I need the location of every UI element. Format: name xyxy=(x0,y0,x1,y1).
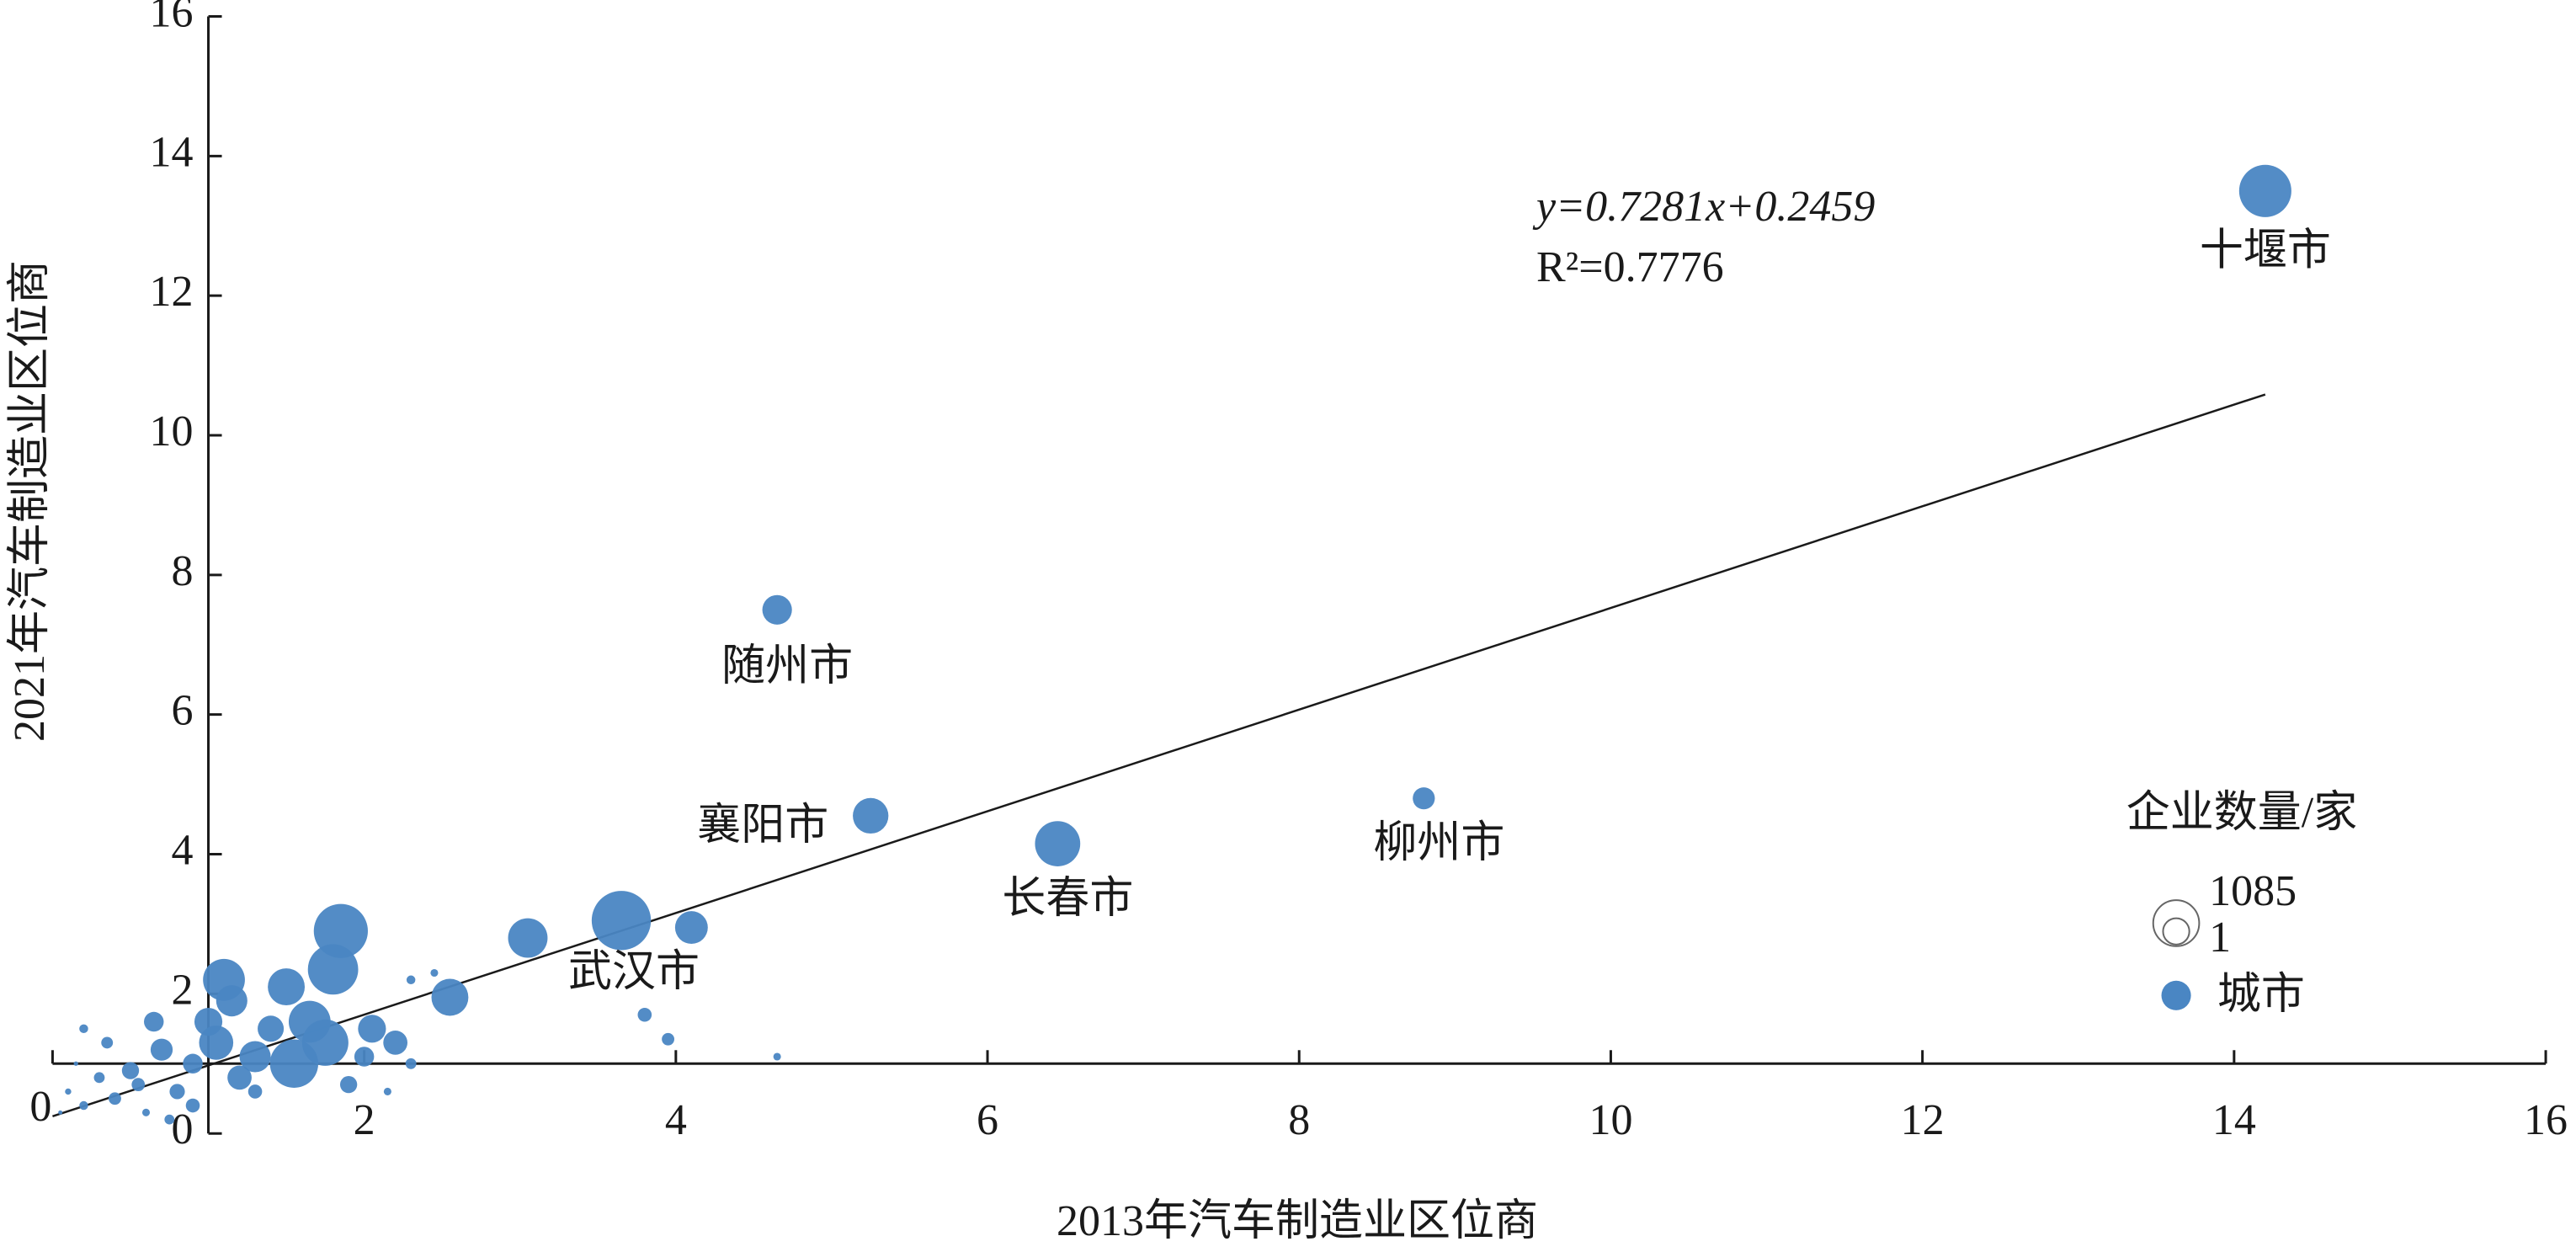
x-tick-label: 6 xyxy=(977,1096,998,1144)
point-label: 柳州市 xyxy=(1373,819,1504,867)
bubble xyxy=(773,1052,781,1061)
bubble xyxy=(591,891,652,951)
point-label: 长春市 xyxy=(1002,875,1133,923)
bubble xyxy=(93,1072,105,1084)
bubble xyxy=(101,1036,114,1049)
bubble xyxy=(164,1114,175,1125)
bubble xyxy=(762,594,792,625)
bubble xyxy=(58,1110,63,1115)
bubble xyxy=(2238,164,2291,217)
bubble xyxy=(268,968,306,1006)
bubble xyxy=(216,985,247,1017)
x-tick-label: 4 xyxy=(665,1096,687,1144)
bubble xyxy=(199,1026,234,1060)
bubble xyxy=(141,1108,151,1116)
bubble xyxy=(313,903,368,958)
point-label: 随州市 xyxy=(721,642,853,690)
x-tick-label: 8 xyxy=(1288,1096,1310,1144)
bubble xyxy=(383,1087,391,1095)
y-axis-title: 2021年汽车制造业区位商 xyxy=(6,260,54,742)
bubble xyxy=(247,1084,263,1099)
size-legend-label: 1 xyxy=(2209,914,2231,962)
x-axis-title: 2013年汽车制造业区位商 xyxy=(1056,1197,1538,1245)
r-squared: R²=0.7776 xyxy=(1536,243,1724,291)
size-legend-circle xyxy=(2152,899,2201,947)
bubble xyxy=(637,1007,652,1022)
bubble xyxy=(430,968,439,978)
equation: y=0.7281x+0.2459 xyxy=(1532,183,1875,231)
legend-label: 城市 xyxy=(2217,971,2305,1019)
x-tick-label: 16 xyxy=(2524,1096,2568,1144)
y-tick-label: 6 xyxy=(172,687,194,735)
bubble xyxy=(150,1038,173,1061)
bubble xyxy=(431,978,469,1016)
bubble xyxy=(73,1061,78,1066)
size-legend-circle xyxy=(2162,917,2190,946)
y-tick-label: 4 xyxy=(172,826,194,874)
bubble xyxy=(79,1100,88,1111)
y-tick-label: 10 xyxy=(150,408,194,456)
y-tick-label: 0 xyxy=(172,1105,194,1153)
size-legend-label: 1085 xyxy=(2209,867,2297,915)
bubble xyxy=(169,1084,185,1100)
bubble xyxy=(185,1098,200,1113)
legend-marker xyxy=(2161,980,2191,1010)
bubble xyxy=(239,1041,271,1073)
bubble xyxy=(227,1065,252,1090)
bubble xyxy=(383,1031,408,1055)
bubble xyxy=(354,1047,375,1067)
x-tick-label: 10 xyxy=(1589,1096,1632,1144)
legend-title: 企业数量/家 xyxy=(2126,789,2357,837)
y-tick-label: 16 xyxy=(150,0,194,36)
point-label: 十堰市 xyxy=(2200,227,2331,275)
bubble xyxy=(121,1062,140,1079)
y-tick-label: 12 xyxy=(150,268,194,316)
x-tick-label: 14 xyxy=(2212,1096,2256,1144)
bubble xyxy=(406,975,416,985)
bubble xyxy=(79,1024,88,1034)
point-label: 襄阳市 xyxy=(697,802,828,850)
bubble xyxy=(109,1092,121,1105)
x-tick-label: 0 xyxy=(29,1083,51,1131)
x-tick-label: 2 xyxy=(354,1096,375,1144)
bubble xyxy=(674,911,708,945)
bubble xyxy=(144,1011,164,1032)
y-tick-label: 2 xyxy=(172,966,194,1014)
bubble xyxy=(508,918,548,958)
bubble xyxy=(1413,787,1435,810)
trendline xyxy=(52,393,2266,1117)
bubble xyxy=(405,1058,417,1069)
point-label: 武汉市 xyxy=(568,948,700,996)
bubble xyxy=(662,1032,674,1046)
bubble xyxy=(65,1088,72,1095)
y-tick-label: 8 xyxy=(172,547,194,595)
bubble xyxy=(1035,821,1081,866)
bubble xyxy=(131,1078,146,1092)
bubble xyxy=(358,1015,386,1043)
bubble xyxy=(339,1075,358,1094)
bubble xyxy=(183,1053,203,1074)
y-tick-label: 14 xyxy=(150,128,194,176)
x-tick-label: 12 xyxy=(1901,1096,1945,1144)
bubble xyxy=(258,1015,285,1042)
bubble xyxy=(301,1019,349,1066)
bubble xyxy=(853,797,889,834)
